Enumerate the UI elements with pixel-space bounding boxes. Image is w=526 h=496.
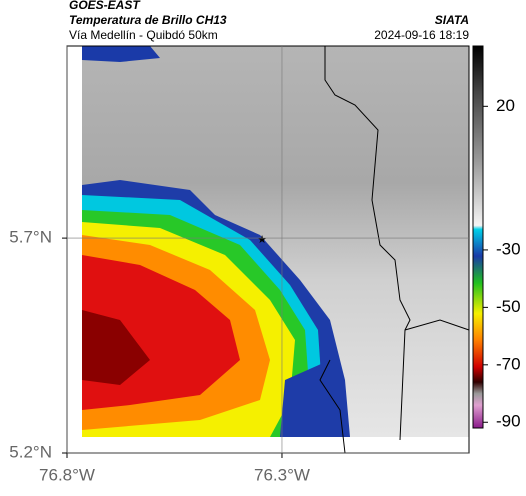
satellite: GOES-EAST	[69, 0, 141, 12]
colorbar	[472, 45, 484, 429]
satellite-image: ★	[67, 46, 470, 454]
colorbar-tick-label: 20	[496, 96, 515, 115]
svg-text:★: ★	[257, 234, 267, 246]
y-tick-label: 5.7°N	[9, 228, 52, 247]
title: Temperatura de Brillo CH13	[69, 13, 227, 27]
colorbar-tick-label: -70	[496, 354, 521, 373]
colorbar-tick-label: -30	[496, 239, 521, 258]
source: SIATA	[435, 13, 469, 27]
y-tick-label: 5.2°N	[9, 442, 52, 461]
colorbar-tick-label: -90	[496, 412, 521, 431]
x-tick-label: 76.3°W	[254, 465, 310, 484]
x-tick-label: 76.8°W	[39, 465, 95, 484]
datetime: 2024-09-16 18:19	[374, 28, 469, 42]
subtitle: Vía Medellín - Quibdó 50km	[69, 28, 218, 42]
colorbar-tick-label: -50	[496, 297, 521, 316]
